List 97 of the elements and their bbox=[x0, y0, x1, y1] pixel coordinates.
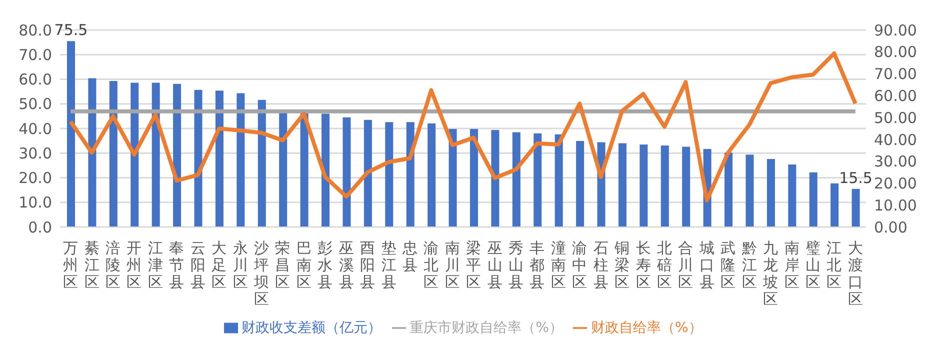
bar bbox=[491, 130, 500, 227]
x-tick-label: 铜梁区 bbox=[614, 239, 630, 291]
bar bbox=[236, 93, 245, 227]
bar bbox=[448, 128, 457, 227]
y2-tick-label: 40.00 bbox=[874, 130, 917, 149]
bar bbox=[385, 122, 394, 227]
x-tick-label: 潼南区 bbox=[550, 239, 566, 291]
x-tick-label: 江北区 bbox=[826, 239, 842, 291]
bar bbox=[109, 80, 118, 227]
bar bbox=[682, 146, 690, 227]
x-tick-label: 江津区 bbox=[148, 239, 163, 291]
y-tick-label: 0.0 bbox=[28, 218, 52, 236]
x-tick-label: 万州区 bbox=[63, 239, 78, 291]
x-tick-label: 大足区 bbox=[212, 239, 227, 291]
x-tick-label: 秀山县 bbox=[508, 239, 524, 291]
x-tick-label: 丰都县 bbox=[530, 239, 545, 291]
bar bbox=[788, 164, 796, 227]
bar bbox=[364, 120, 372, 227]
x-tick-label: 大渡口区 bbox=[848, 239, 863, 308]
x-tick-label: 云阳县 bbox=[190, 239, 206, 291]
y-tick-label: 60.0 bbox=[18, 70, 52, 89]
bar bbox=[660, 145, 669, 227]
y-tick-label: 80.0 bbox=[18, 21, 52, 40]
x-tick-label: 沙坪坝区 bbox=[253, 239, 269, 308]
bar bbox=[173, 84, 182, 227]
bar bbox=[258, 100, 266, 227]
bar bbox=[470, 128, 478, 227]
x-tick-label: 渝中区 bbox=[572, 239, 588, 291]
legend-label: 财政收支差额（亿元） bbox=[242, 320, 382, 336]
x-tick-label: 奉节县 bbox=[169, 239, 184, 291]
bar bbox=[88, 78, 96, 227]
y2-tick-label: 80.00 bbox=[874, 43, 917, 62]
legend-label: 财政自给率（%） bbox=[591, 320, 702, 336]
bar bbox=[215, 90, 224, 227]
bar bbox=[342, 117, 351, 227]
x-tick-label: 合川区 bbox=[678, 239, 694, 291]
x-tick-label: 璧山区 bbox=[805, 239, 820, 291]
x-tick-label: 武隆区 bbox=[720, 239, 736, 291]
x-tick-label: 巫溪县 bbox=[338, 239, 354, 291]
x-tick-label: 彭水县 bbox=[318, 239, 333, 291]
bar bbox=[512, 132, 520, 227]
bar bbox=[534, 133, 542, 227]
y2-tick-label: 70.00 bbox=[874, 65, 917, 84]
x-tick-label: 黔江区 bbox=[740, 239, 757, 291]
y2-tick-label: 90.00 bbox=[874, 21, 917, 40]
bar bbox=[194, 90, 202, 227]
x-tick-label: 开州区 bbox=[126, 239, 142, 291]
bar bbox=[830, 183, 839, 227]
x-tick-label: 荣昌区 bbox=[275, 239, 290, 291]
bar bbox=[618, 143, 626, 227]
bar bbox=[279, 112, 288, 227]
x-tick-label: 垫江县 bbox=[381, 239, 396, 291]
x-tick-label: 石柱县 bbox=[593, 239, 608, 291]
x-tick-label: 九龙坡区 bbox=[762, 239, 778, 308]
x-tick-label: 南川区 bbox=[444, 239, 460, 291]
x-tick-label: 酉阳县 bbox=[360, 239, 376, 291]
y-tick-label: 10.0 bbox=[18, 194, 52, 212]
x-tick-label: 梁平区 bbox=[466, 239, 482, 291]
bar bbox=[852, 188, 860, 227]
bar bbox=[576, 141, 584, 227]
bar bbox=[554, 134, 563, 227]
y-tick-label: 50.0 bbox=[18, 95, 52, 114]
x-tick-label: 綦江区 bbox=[84, 239, 100, 291]
y2-tick-label: 20.00 bbox=[874, 174, 917, 193]
x-tick-label: 巫山县 bbox=[487, 239, 502, 291]
x-tick-label: 忠县 bbox=[401, 239, 418, 274]
y-tick-label: 40.0 bbox=[18, 120, 52, 138]
y-tick-label: 70.0 bbox=[18, 46, 52, 64]
bar bbox=[640, 144, 648, 227]
x-tick-label: 永川区 bbox=[232, 239, 248, 291]
y-tick-label: 20.0 bbox=[18, 169, 52, 188]
y2-tick-label: 10.00 bbox=[874, 196, 917, 214]
y2-tick-label: 30.00 bbox=[874, 152, 917, 171]
bar bbox=[322, 114, 330, 227]
x-tick-label: 长寿区 bbox=[636, 239, 651, 291]
x-tick-label: 渝北区 bbox=[424, 239, 439, 291]
y2-tick-label: 60.00 bbox=[874, 86, 917, 105]
y2-tick-label: 50.00 bbox=[874, 108, 917, 127]
bar bbox=[67, 41, 75, 227]
x-tick-label: 巴南区 bbox=[296, 239, 312, 291]
data-label: 15.5 bbox=[839, 168, 872, 187]
x-tick-label: 北碚区 bbox=[656, 239, 672, 291]
bar bbox=[406, 122, 414, 227]
x-tick-label: 南岸区 bbox=[784, 239, 800, 291]
x-tick-label: 涪陵区 bbox=[106, 239, 121, 291]
x-tick-label: 城口县 bbox=[698, 239, 714, 291]
y2-tick-label: 0.00 bbox=[874, 218, 908, 236]
legend-label: 重庆市财政自给率（%） bbox=[410, 320, 563, 336]
bar bbox=[428, 123, 436, 227]
bar bbox=[746, 154, 754, 227]
bar bbox=[130, 82, 139, 227]
y-tick-label: 30.0 bbox=[18, 144, 52, 162]
bar bbox=[766, 159, 775, 227]
bar bbox=[724, 152, 733, 227]
data-label: 75.5 bbox=[54, 21, 88, 40]
bar bbox=[809, 172, 818, 227]
bar bbox=[300, 113, 308, 227]
